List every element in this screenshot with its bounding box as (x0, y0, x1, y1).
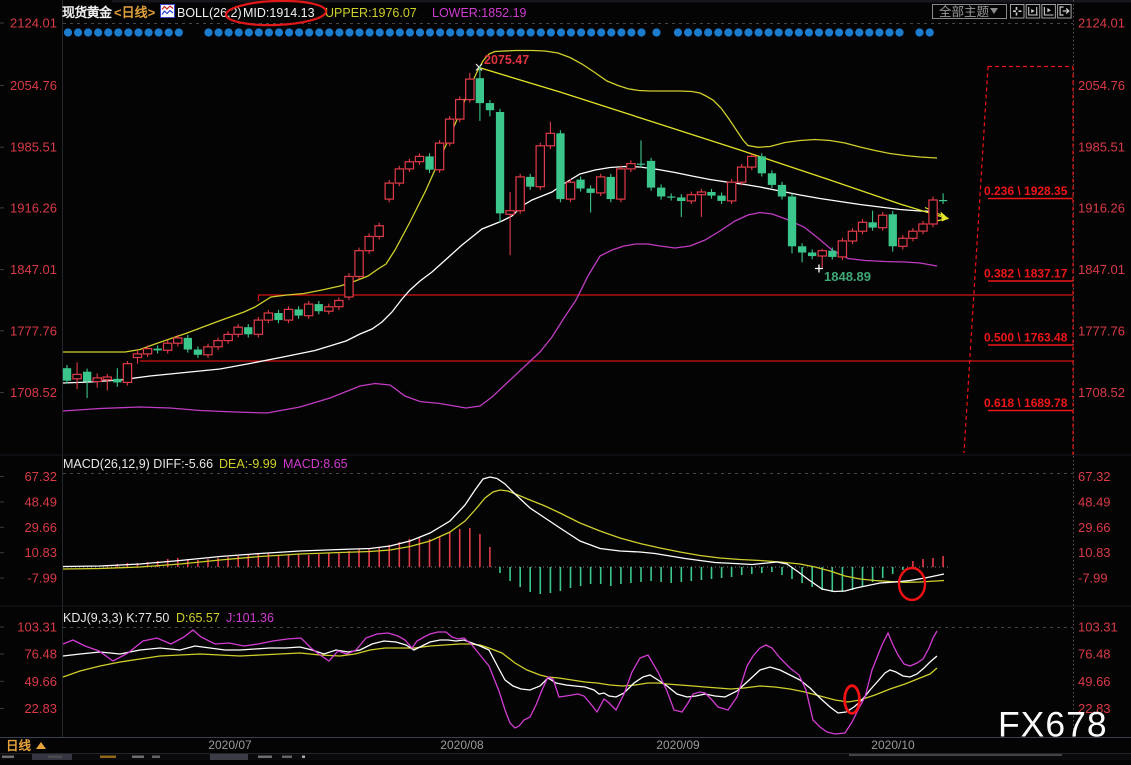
svg-text:1848.89: 1848.89 (824, 269, 871, 284)
svg-text:76.48: 76.48 (24, 647, 57, 662)
svg-text:2054.76: 2054.76 (1078, 78, 1125, 93)
svg-text:1916.26: 1916.26 (10, 200, 57, 215)
svg-text:MACD:8.65: MACD:8.65 (283, 457, 348, 471)
svg-text:0.500 \ 1763.48: 0.500 \ 1763.48 (984, 331, 1068, 345)
svg-text:1916.26: 1916.26 (1078, 200, 1125, 215)
svg-text:日线: 日线 (6, 738, 32, 753)
svg-text:0.382 \ 1837.17: 0.382 \ 1837.17 (984, 267, 1068, 281)
svg-text:UPPER:1976.07: UPPER:1976.07 (325, 6, 417, 20)
svg-text:22.83: 22.83 (1078, 701, 1111, 716)
svg-text:1777.76: 1777.76 (10, 323, 57, 338)
svg-text:1777.76: 1777.76 (1078, 323, 1125, 338)
svg-text:2020/08: 2020/08 (440, 738, 484, 752)
svg-text:10.83: 10.83 (1078, 545, 1111, 560)
svg-text:FX678: FX678 (998, 705, 1108, 745)
svg-text:-7.99: -7.99 (27, 571, 57, 586)
svg-text:MACD(26,12,9) DIFF:-5.66: MACD(26,12,9) DIFF:-5.66 (63, 457, 213, 471)
svg-text:0.236 \ 1928.35: 0.236 \ 1928.35 (984, 184, 1068, 198)
svg-text:103.31: 103.31 (1078, 620, 1118, 635)
svg-text:D:65.57: D:65.57 (176, 611, 220, 625)
svg-text:1985.51: 1985.51 (10, 140, 57, 155)
svg-text:MID:1914.13: MID:1914.13 (243, 6, 315, 20)
svg-text:22.83: 22.83 (24, 701, 57, 716)
svg-text:48.49: 48.49 (24, 494, 57, 509)
svg-text:KDJ(9,3,3) K:77.50: KDJ(9,3,3) K:77.50 (63, 611, 169, 625)
svg-text:现货黄金: 现货黄金 (62, 5, 113, 20)
svg-text:2075.47: 2075.47 (484, 53, 529, 67)
svg-text:67.32: 67.32 (24, 469, 57, 484)
svg-text:2124.01: 2124.01 (10, 16, 57, 31)
svg-text:1847.01: 1847.01 (1078, 262, 1125, 277)
svg-text:103.31: 103.31 (17, 620, 57, 635)
svg-text:49.66: 49.66 (24, 674, 57, 689)
svg-text:<日线>: <日线> (114, 5, 156, 20)
svg-text:29.66: 29.66 (24, 520, 57, 535)
svg-text:1708.52: 1708.52 (1078, 385, 1125, 400)
svg-text:67.32: 67.32 (1078, 469, 1111, 484)
svg-text:48.49: 48.49 (1078, 494, 1111, 509)
svg-text:2054.76: 2054.76 (10, 78, 57, 93)
svg-text:LOWER:1852.19: LOWER:1852.19 (432, 6, 527, 20)
svg-text:DEA:-9.99: DEA:-9.99 (219, 457, 277, 471)
svg-text:49.66: 49.66 (1078, 674, 1111, 689)
svg-text:0.618 \ 1689.78: 0.618 \ 1689.78 (984, 396, 1068, 410)
svg-text:全部主题: 全部主题 (939, 4, 990, 19)
svg-text:76.48: 76.48 (1078, 647, 1111, 662)
svg-text:29.66: 29.66 (1078, 520, 1111, 535)
svg-text:1708.52: 1708.52 (10, 385, 57, 400)
svg-text:1985.51: 1985.51 (1078, 140, 1125, 155)
svg-text:J:101.36: J:101.36 (226, 611, 274, 625)
svg-text:2020/07: 2020/07 (208, 738, 252, 752)
svg-text:2020/09: 2020/09 (656, 738, 700, 752)
svg-text:-7.99: -7.99 (1078, 571, 1108, 586)
svg-text:2124.01: 2124.01 (1078, 16, 1125, 31)
svg-text:1847.01: 1847.01 (10, 262, 57, 277)
svg-text:10.83: 10.83 (24, 545, 57, 560)
svg-text:2020/10: 2020/10 (871, 738, 915, 752)
